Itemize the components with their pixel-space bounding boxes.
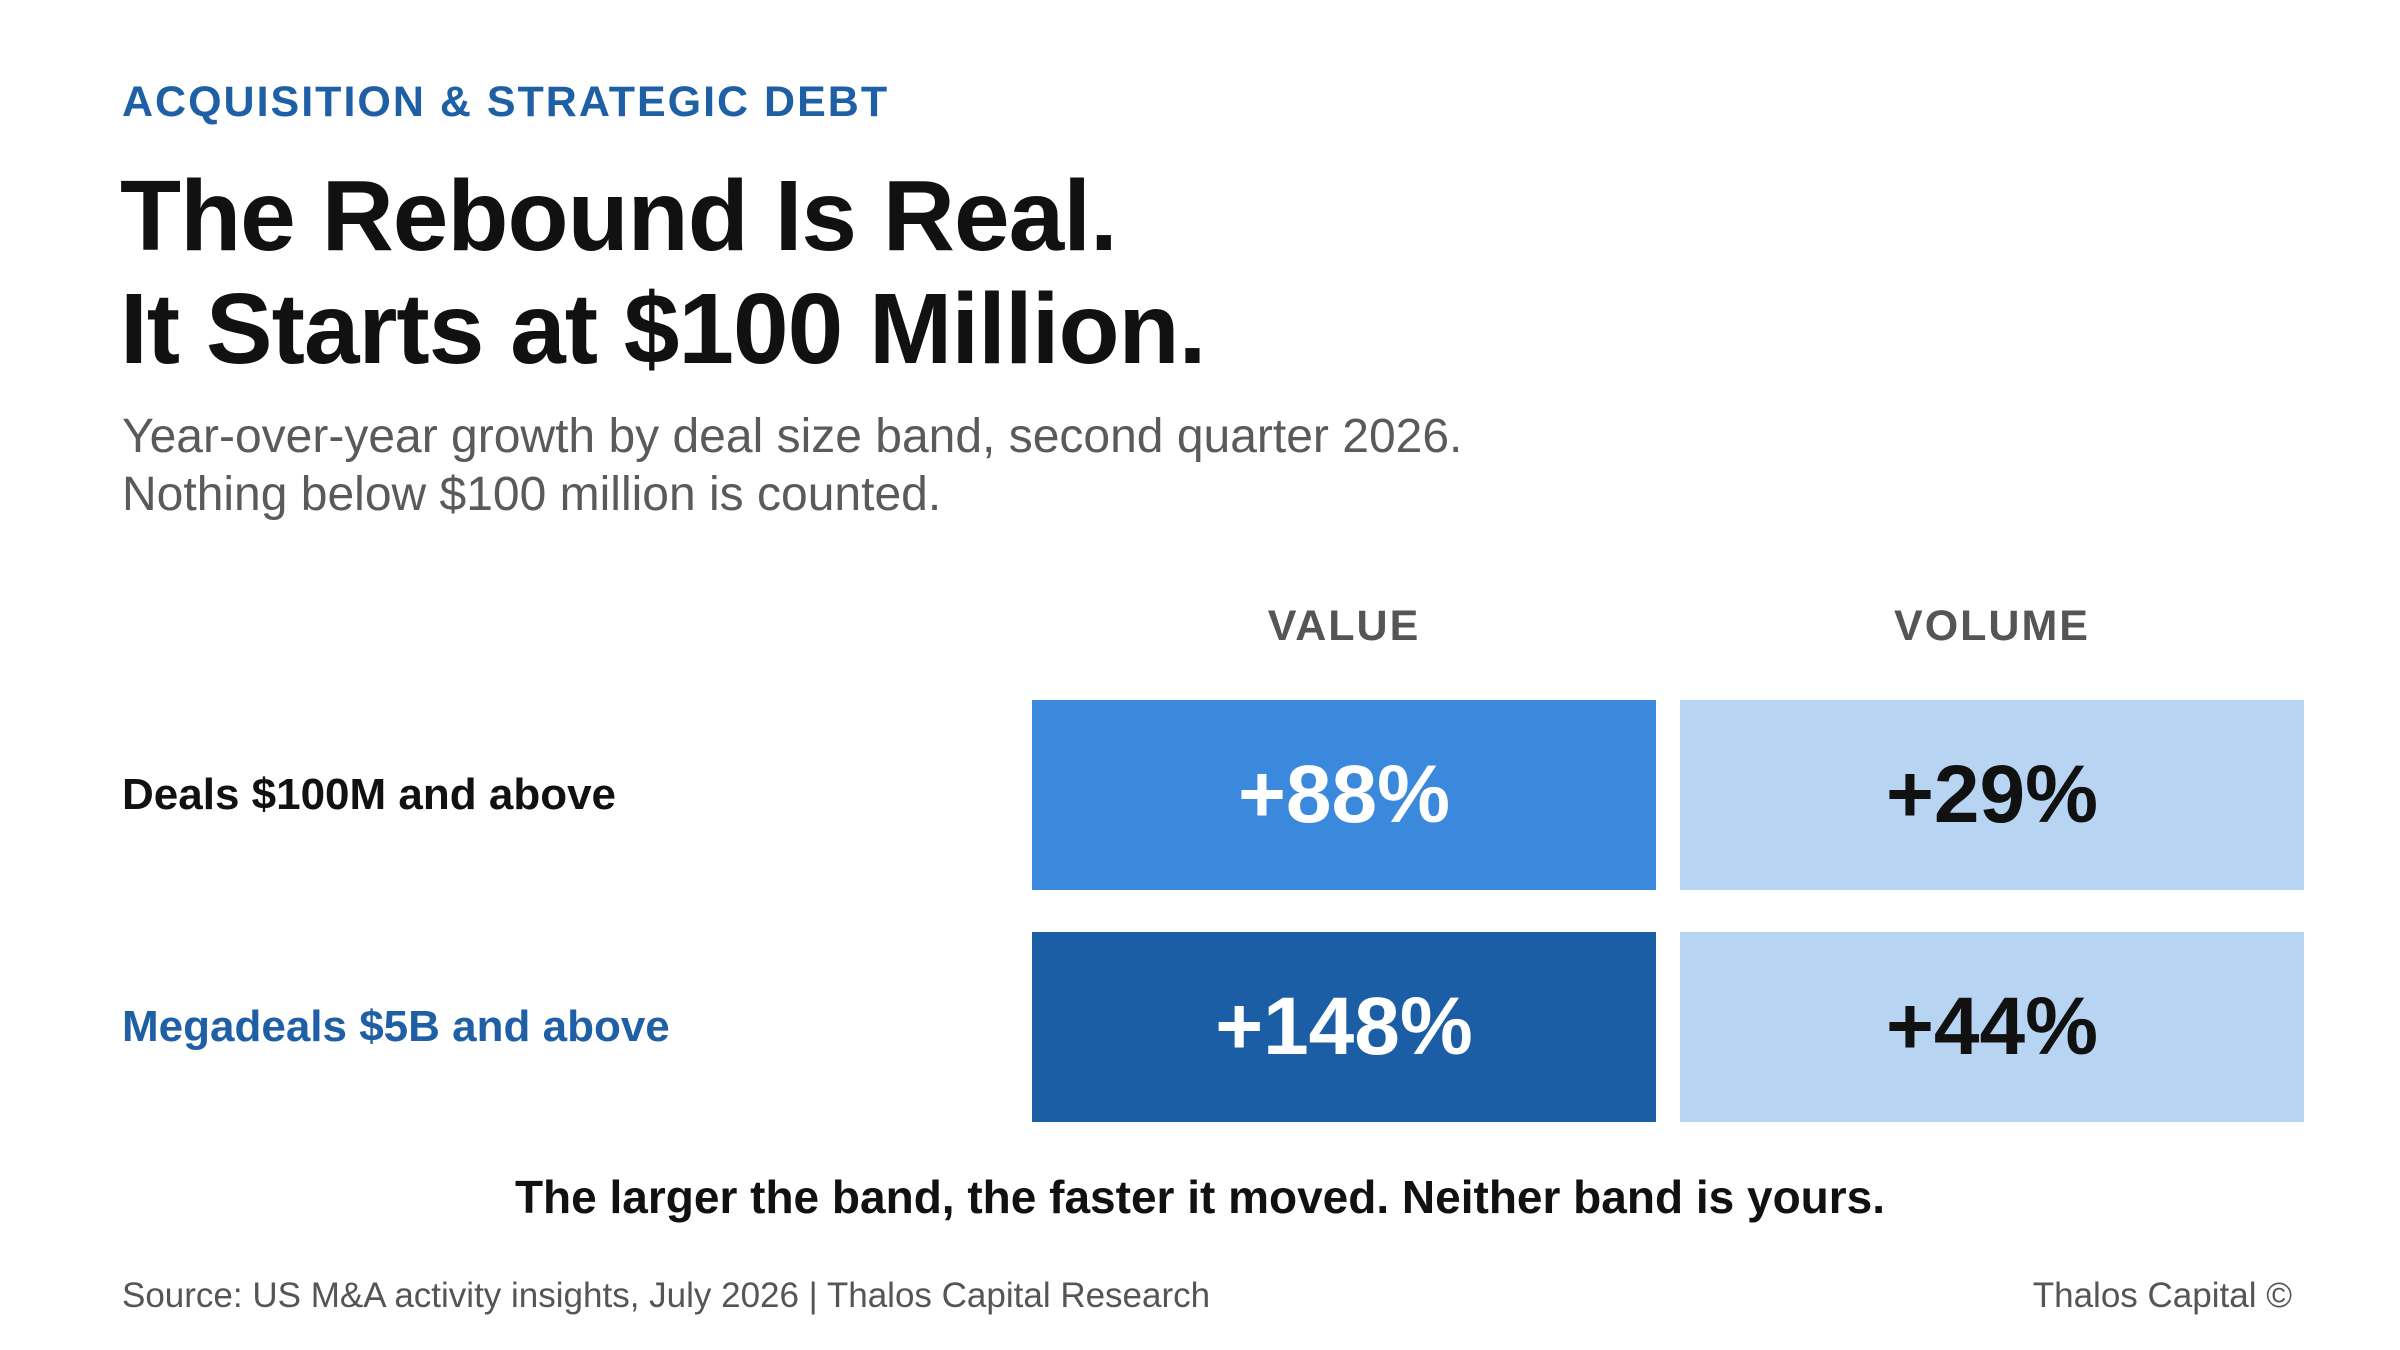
- brand-mark: Thalos Capital ©: [2032, 1276, 2292, 1315]
- source-note: Source: US M&A activity insights, July 2…: [122, 1276, 1211, 1315]
- cell-deals-volume: +29%: [1680, 700, 2304, 890]
- subtitle-line-1: Year-over-year growth by deal size band,…: [122, 410, 1463, 463]
- takeaway-text: The larger the band, the faster it moved…: [514, 1171, 1886, 1223]
- row-label-deals-100m: Deals $100M and above: [122, 770, 617, 819]
- cell-megadeals-value: +148%: [1032, 932, 1656, 1122]
- title-line-1: The Rebound Is Real.: [120, 160, 1118, 272]
- cell-megadeals-volume: +44%: [1680, 932, 2304, 1122]
- title-line-2: It Starts at $100 Million.: [120, 273, 1206, 385]
- row-label-megadeals: Megadeals $5B and above: [122, 1002, 670, 1051]
- eyebrow-label: ACQUISITION & STRATEGIC DEBT: [122, 78, 890, 126]
- page-title: The Rebound Is Real. It Starts at $100 M…: [120, 160, 1206, 386]
- column-header-volume: VOLUME: [1894, 602, 2090, 650]
- subtitle-line-2: Nothing below $100 million is counted.: [122, 468, 942, 521]
- cell-deals-value: +88%: [1032, 700, 1656, 890]
- column-header-value: VALUE: [1267, 602, 1421, 650]
- subtitle: Year-over-year growth by deal size band,…: [122, 408, 1462, 524]
